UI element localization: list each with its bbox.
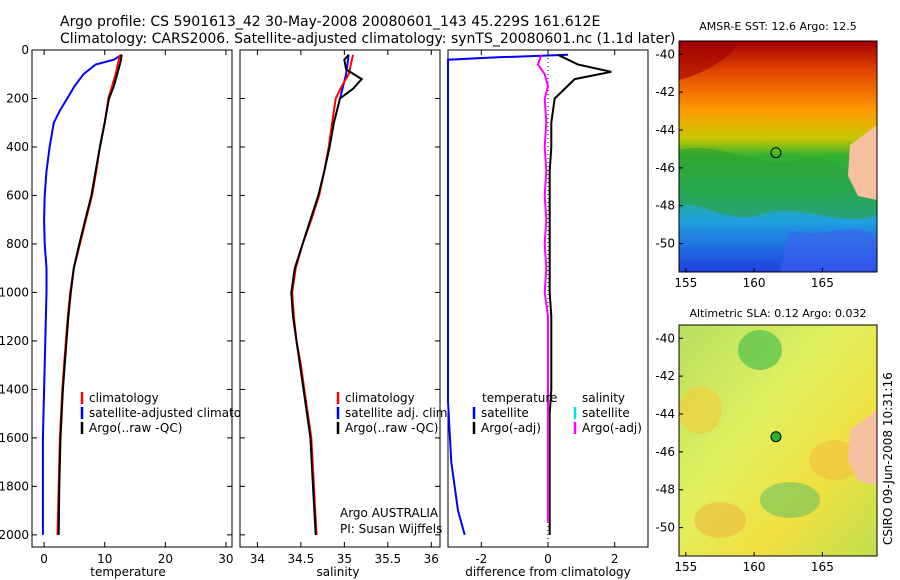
x-tick-label: 2 — [611, 552, 619, 566]
y-tick-label: 200 — [6, 91, 29, 105]
y-tick-label: 2000 — [0, 528, 29, 542]
sst-map-frame — [678, 40, 878, 273]
y-tick-label: -48 — [655, 199, 675, 213]
timestamp-stamp: CSIRO 09-Jun-2008 10:31:16 — [881, 372, 895, 545]
legend-label-temperature-satellite: satellite — [481, 406, 529, 420]
land-new-zealand — [848, 410, 877, 485]
temperature-panel: 0 200 400 600 800 1000 1200 1400 1600 1800 2000 0 1… — [0, 43, 267, 579]
x-tick-label: 165 — [811, 560, 834, 574]
temperature-legend: climatology satellite-adjusted climatolo… — [80, 391, 267, 435]
y-tick-label: 1800 — [0, 479, 29, 493]
y-tick-label: -44 — [655, 407, 675, 421]
sla-map-panel: Altimetric SLA: 0.12 Argo: 0.032 155 160 1… — [655, 307, 878, 574]
credit-line-2: PI: Susan Wijffels — [340, 522, 442, 536]
y-tick-label: 1400 — [0, 382, 29, 396]
x-tick-label: 155 — [674, 560, 697, 574]
series-line-temperature-satellite — [447, 53, 569, 536]
x-tick-label: 10 — [97, 552, 112, 566]
sst-field — [679, 41, 877, 272]
temperature-y-ticks: 0 200 400 600 800 1000 1200 1400 1600 1800 2000 — [0, 43, 232, 542]
salinity-lines — [290, 54, 364, 535]
sla-map-frame — [678, 324, 878, 557]
difference-legend: temperature salinity satellite Argo(-adj… — [472, 391, 642, 435]
sst-y-ticks: -40 -42 -44 -46 -48 -50 — [655, 47, 683, 251]
legend-label-satellite: satellite adj. clim. — [345, 406, 451, 420]
y-tick-label: 1200 — [0, 334, 29, 348]
x-tick-label: 34 — [250, 552, 265, 566]
y-tick-label: 600 — [6, 188, 29, 202]
y-tick-label: -44 — [655, 123, 675, 137]
y-tick-label: -42 — [655, 85, 675, 99]
x-tick-label: 35 — [337, 552, 352, 566]
y-tick-label: 1600 — [0, 431, 29, 445]
salinity-y-ticks — [240, 49, 440, 536]
x-tick-label: 160 — [743, 560, 766, 574]
salinity-x-label: salinity — [316, 565, 359, 579]
legend-label-climatology: climatology — [345, 391, 415, 405]
x-tick-label: 165 — [811, 276, 834, 290]
salinity-panel: 34 34.5 35 35.5 36 salinity climatology sate… — [239, 49, 451, 579]
salinity-legend: climatology satellite adj. clim. Argo(..… — [336, 391, 451, 435]
argo-float-marker — [770, 431, 782, 443]
legend-heading-salinity: salinity — [582, 391, 625, 405]
x-tick-label: 20 — [158, 552, 173, 566]
series-line-satellite-adj-clim — [339, 54, 350, 99]
legend-label-temperature-argo: Argo(-adj) — [481, 421, 541, 435]
y-tick-label: 1000 — [0, 285, 29, 299]
credit-line-1: Argo AUSTRALIA — [340, 506, 439, 520]
legend-label-satellite: satellite-adjusted climatology — [89, 406, 267, 420]
y-tick-label: -40 — [655, 331, 675, 345]
x-tick-label: 34.5 — [288, 552, 315, 566]
x-tick-label: -2 — [475, 552, 487, 566]
series-line-argo-raw-qc — [290, 54, 364, 535]
series-line-salinity-argo-adj — [536, 54, 550, 523]
legend-heading-temperature: temperature — [482, 391, 557, 405]
temperature-x-label: temperature — [90, 565, 165, 579]
sst-map-title: AMSR-E SST: 12.6 Argo: 12.5 — [699, 20, 857, 33]
y-tick-label: -40 — [655, 47, 675, 61]
y-tick-label: -48 — [655, 483, 675, 497]
series-line-argo-raw-qc — [57, 54, 123, 535]
x-tick-label: 0 — [544, 552, 552, 566]
y-tick-label: 0 — [21, 43, 29, 57]
difference-panel: -2 0 2 difference from climatology tempera… — [447, 49, 649, 579]
x-tick-label: 35.5 — [374, 552, 401, 566]
sst-map-panel: AMSR-E SST: 12.6 Argo: 12.5 155 160 165 -4… — [655, 20, 878, 290]
y-tick-label: -50 — [655, 237, 675, 251]
y-tick-label: -46 — [655, 161, 675, 175]
legend-label-argo: Argo(..raw -QC) — [89, 421, 182, 435]
difference-lines — [447, 53, 612, 536]
y-tick-label: -46 — [655, 445, 675, 459]
y-tick-label: -42 — [655, 369, 675, 383]
salinity-x-ticks: 34 34.5 35 35.5 36 — [250, 50, 439, 566]
y-tick-label: -50 — [655, 521, 675, 535]
x-tick-label: 0 — [40, 552, 48, 566]
x-tick-label: 30 — [218, 552, 233, 566]
legend-label-salinity-argo: Argo(-adj) — [582, 421, 642, 435]
figure-title-line1: Argo profile: CS 5901613_42 30-May-2008 … — [60, 14, 600, 30]
temperature-x-ticks: 0 10 20 30 — [40, 50, 234, 566]
legend-label-salinity-satellite: satellite — [582, 406, 630, 420]
temperature-axes-box — [31, 49, 233, 548]
figure-title-line2: Climatology: CARS2006. Satellite-adjuste… — [60, 31, 675, 47]
sla-x-ticks: 155 160 165 — [674, 552, 834, 574]
x-tick-label: 160 — [743, 276, 766, 290]
y-tick-label: 800 — [6, 237, 29, 251]
difference-x-label: difference from climatology — [465, 565, 631, 579]
sla-map-title: Altimetric SLA: 0.12 Argo: 0.032 — [689, 307, 866, 320]
series-line-satellite-adjusted-climatology — [41, 53, 123, 535]
legend-label-climatology: climatology — [89, 391, 159, 405]
series-line-temperature-argo-adj — [548, 53, 612, 535]
y-tick-label: 400 — [6, 140, 29, 154]
x-tick-label: 36 — [424, 552, 439, 566]
x-tick-label: 155 — [674, 276, 697, 290]
sla-y-ticks: -40 -42 -44 -46 -48 -50 — [655, 331, 683, 535]
legend-label-argo: Argo(..raw -QC) — [345, 421, 438, 435]
argo-float-marker — [770, 147, 782, 159]
temperature-lines — [41, 53, 123, 535]
land-new-zealand — [848, 125, 877, 200]
salinity-axes-box — [239, 49, 441, 548]
sst-x-ticks: 155 160 165 — [674, 268, 834, 290]
